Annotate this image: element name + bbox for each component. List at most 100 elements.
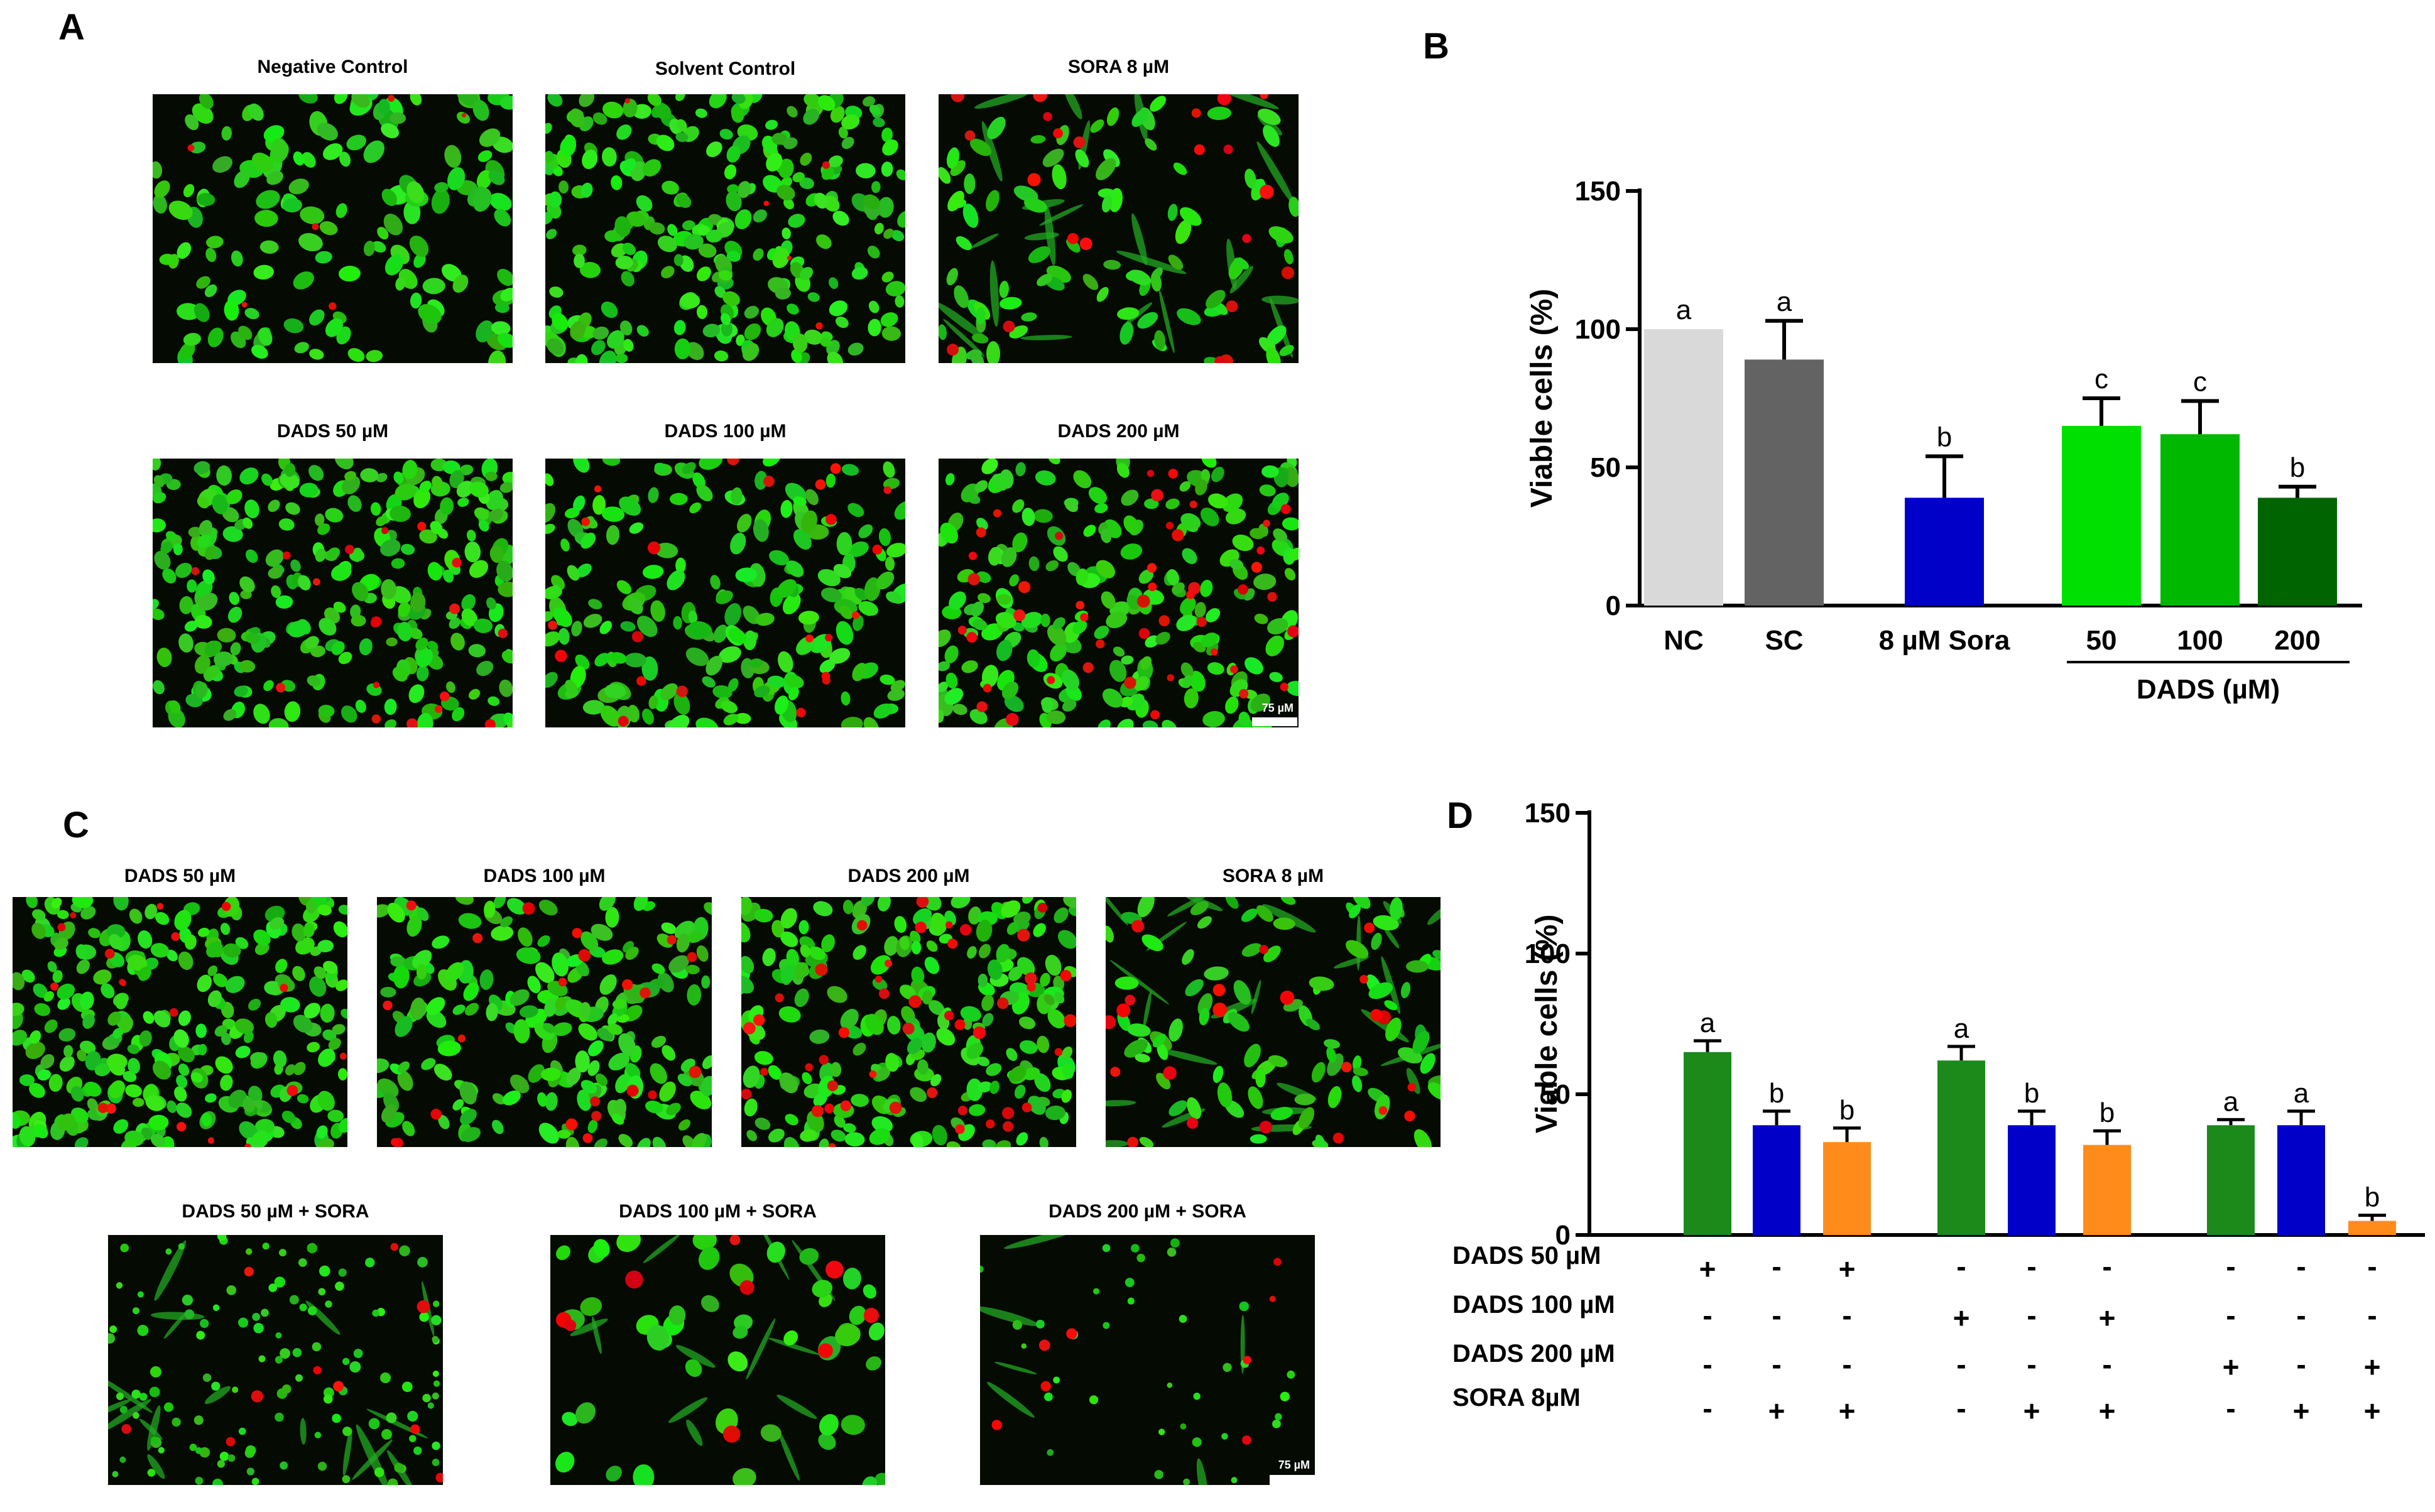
micrograph-title: DADS 200 µM [847,866,970,886]
y-tick-label: 50 [1540,1079,1571,1110]
treatment-sign: + [2024,1395,2040,1427]
significance-letter: a [1676,295,1692,325]
treatment-sign: + [1699,1253,1716,1285]
significance-letter: b [1769,1078,1784,1109]
treatment-sign: - [2102,1250,2111,1283]
bar [1753,1125,1800,1235]
x-tick-label: NC [1664,625,1704,656]
treatment-sign: - [2027,1299,2036,1332]
panel-letter-b: B [1423,26,1449,67]
y-tick-label: 150 [1575,176,1621,207]
treatment-sign: - [2296,1299,2306,1332]
micrograph-dads-100-sora [550,1235,885,1485]
treatment-sign: + [2099,1302,2116,1334]
x-tick-label: SC [1765,625,1803,656]
treatment-sign: - [1956,1392,1966,1425]
treatment-sign: + [2293,1395,2310,1427]
micrograph-dads-50 [153,459,513,727]
micrograph-c-dads-100 [377,897,712,1147]
treatment-sign: - [2226,1392,2235,1425]
y-axis-label: Viable cells (%) [1530,915,1564,1134]
treatment-sign: - [1956,1348,1966,1381]
treatment-sign: - [1956,1250,1966,1283]
scale-bar [1270,1475,1315,1485]
treatment-sign: - [1842,1348,1851,1381]
bar [2258,498,2337,606]
bar [1823,1142,1871,1235]
significance-letter: a [2223,1086,2239,1117]
plot-area: 0 50 100 150 Viable cells (%) a NC a SC b 8 µM Sor… [1525,176,2362,704]
y-tick-label: 0 [1606,590,1621,621]
significance-letter: a [1954,1013,1969,1044]
micrograph-title: DADS 50 µM + SORA [182,1201,369,1222]
bar [2277,1125,2325,1235]
treatment-sign: - [1702,1299,1712,1332]
micrograph-title: DADS 200 µM [1057,421,1180,442]
significance-letter: b [2024,1078,2039,1109]
significance-letter: b [1937,422,1952,452]
treatment-sign: + [2223,1351,2240,1383]
chart-b: 0 50 100 150 Viable cells (%) a NC a SC b 8 µM Sor… [1525,176,2362,704]
micrograph-title: DADS 50 µM [276,421,389,442]
treatment-sign: - [2367,1250,2377,1283]
bar [2160,434,2240,606]
micrograph-dads-50-sora [108,1235,443,1485]
panel-letter-c: C [63,805,89,846]
treatment-sign: - [2027,1250,2036,1283]
micrograph-title: DADS 100 µM + SORA [619,1201,817,1222]
bar [2008,1125,2056,1235]
bar [2083,1145,2131,1235]
significance-letter: b [2100,1097,2115,1128]
y-axis-label: Viable cells (%) [1525,289,1559,508]
micrograph-title: SORA 8 µM [1067,57,1170,77]
treatment-sign: - [1702,1348,1712,1381]
treatment-sign: - [2102,1348,2111,1381]
treatment-sign: - [2296,1250,2306,1283]
micrograph-c-dads-50 [13,897,347,1147]
y-tick-label: 100 [1525,938,1571,969]
treatment-sign: + [1839,1253,1856,1285]
x-tick-label: 200 [2274,625,2320,656]
micrograph-c-dads-200 [741,897,1076,1147]
micrograph-dads-200-sora: 75 µM [980,1235,1315,1485]
significance-letter: a [1700,1008,1716,1038]
micrograph-title: Solvent Control [655,58,796,79]
x-tick-label: 8 µM Sora [1879,625,2010,656]
panel-letter-a: A [58,7,85,48]
bar [2062,426,2141,606]
treatment-row-label: DADS 200 µM [1452,1340,1615,1368]
significance-letter: a [1777,286,1792,317]
y-tick-label: 50 [1590,452,1621,483]
micrograph-title: DADS 50 µM [124,866,236,886]
treatment-sign: - [2226,1250,2235,1283]
treatment-sign: - [2226,1299,2235,1332]
y-tick-label: 100 [1575,314,1621,345]
significance-letter: a [2294,1078,2309,1109]
micrograph-sora-8 [939,94,1299,363]
significance-letter: c [2095,364,2108,394]
significance-letter: c [2193,366,2207,397]
bar [2207,1125,2255,1235]
bar [1937,1060,1985,1235]
chart-d: 0 50 100 150 Viable cells (%) a b b a b b a a b DADS 5… [1452,798,2425,1427]
scale-bar-label: 75 µM [1261,702,1294,714]
x-tick-label: 100 [2177,625,2223,656]
micrograph-dads-200: 75 µM [939,459,1299,727]
micrograph-solvent-control [545,94,905,363]
treatment-sign: - [2027,1348,2036,1381]
significance-letter: b [2365,1182,2380,1213]
treatment-sign: - [2367,1299,2377,1332]
y-tick-label: 0 [1555,1220,1571,1251]
panel-letter-d: D [1447,795,1473,836]
micrograph-c-sora-8 [1106,897,1441,1147]
significance-letter: b [2290,452,2305,483]
treatment-sign: - [1842,1299,1851,1332]
x-tick-label: 50 [2086,625,2117,656]
micrograph-title: SORA 8 µM [1222,866,1324,886]
y-tick-label: 150 [1525,798,1571,829]
plot-area: 0 50 100 150 Viable cells (%) a b b a b b a a b DADS 5… [1452,798,2425,1427]
treatment-sign: + [2364,1395,2381,1427]
treatment-sign: - [1772,1348,1781,1381]
bar [1905,498,1984,606]
treatment-sign: - [2296,1348,2306,1381]
